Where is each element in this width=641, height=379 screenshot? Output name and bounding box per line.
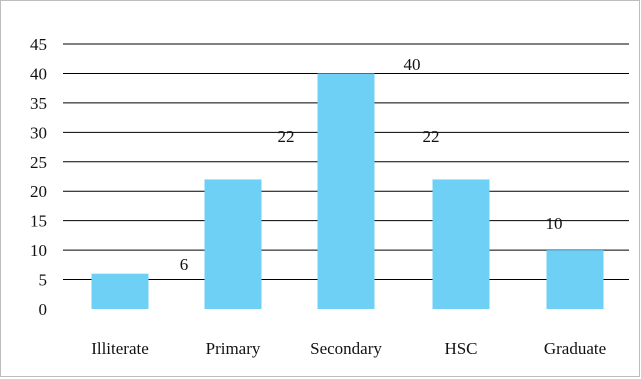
x-tick-label-graduate: Graduate <box>544 339 606 358</box>
bar-illiterate <box>91 273 149 309</box>
bar-secondary <box>317 73 375 309</box>
x-tick-label-hsc: HSC <box>444 339 477 358</box>
bar-primary <box>204 179 262 309</box>
y-tick-label-35: 35 <box>30 94 47 113</box>
y-tick-label-15: 15 <box>30 212 47 231</box>
y-tick-label-25: 25 <box>30 153 47 172</box>
y-tick-label-10: 10 <box>30 241 47 260</box>
x-tick-label-secondary: Secondary <box>310 339 382 358</box>
y-tick-label-30: 30 <box>30 123 47 142</box>
data-label-illiterate: 6 <box>180 255 189 274</box>
y-tick-label-20: 20 <box>30 182 47 201</box>
y-tick-label-40: 40 <box>30 64 47 83</box>
y-tick-label-0: 0 <box>39 300 48 319</box>
data-label-hsc: 22 <box>423 127 440 146</box>
data-label-graduate: 10 <box>546 214 563 233</box>
data-label-primary: 22 <box>278 127 295 146</box>
y-tick-label-45: 45 <box>30 35 47 54</box>
y-tick-label-5: 5 <box>39 271 48 290</box>
x-tick-label-primary: Primary <box>206 339 261 358</box>
x-tick-label-illiterate: Illiterate <box>91 339 149 358</box>
bar-graduate <box>546 250 604 309</box>
data-label-secondary: 40 <box>404 55 421 74</box>
bar-hsc <box>432 179 490 309</box>
